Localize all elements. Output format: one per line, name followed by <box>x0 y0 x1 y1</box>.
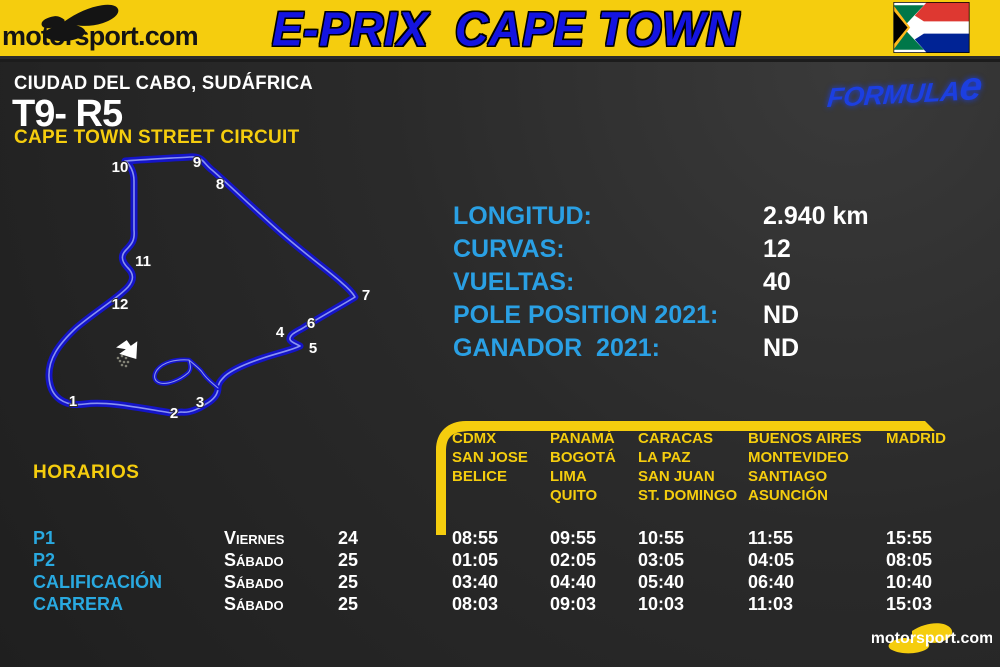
svg-text:4: 4 <box>276 324 285 341</box>
svg-text:6: 6 <box>307 315 315 332</box>
svg-text:9: 9 <box>193 154 201 171</box>
svg-text:12: 12 <box>112 296 129 313</box>
svg-text:7: 7 <box>362 287 370 304</box>
svg-text:5: 5 <box>309 340 317 357</box>
svg-text:8: 8 <box>216 176 224 193</box>
svg-text:1: 1 <box>69 393 77 410</box>
svg-text:11: 11 <box>135 253 151 270</box>
svg-text:3: 3 <box>196 394 204 411</box>
svg-text:10: 10 <box>112 159 129 176</box>
svg-text:2: 2 <box>170 405 178 422</box>
